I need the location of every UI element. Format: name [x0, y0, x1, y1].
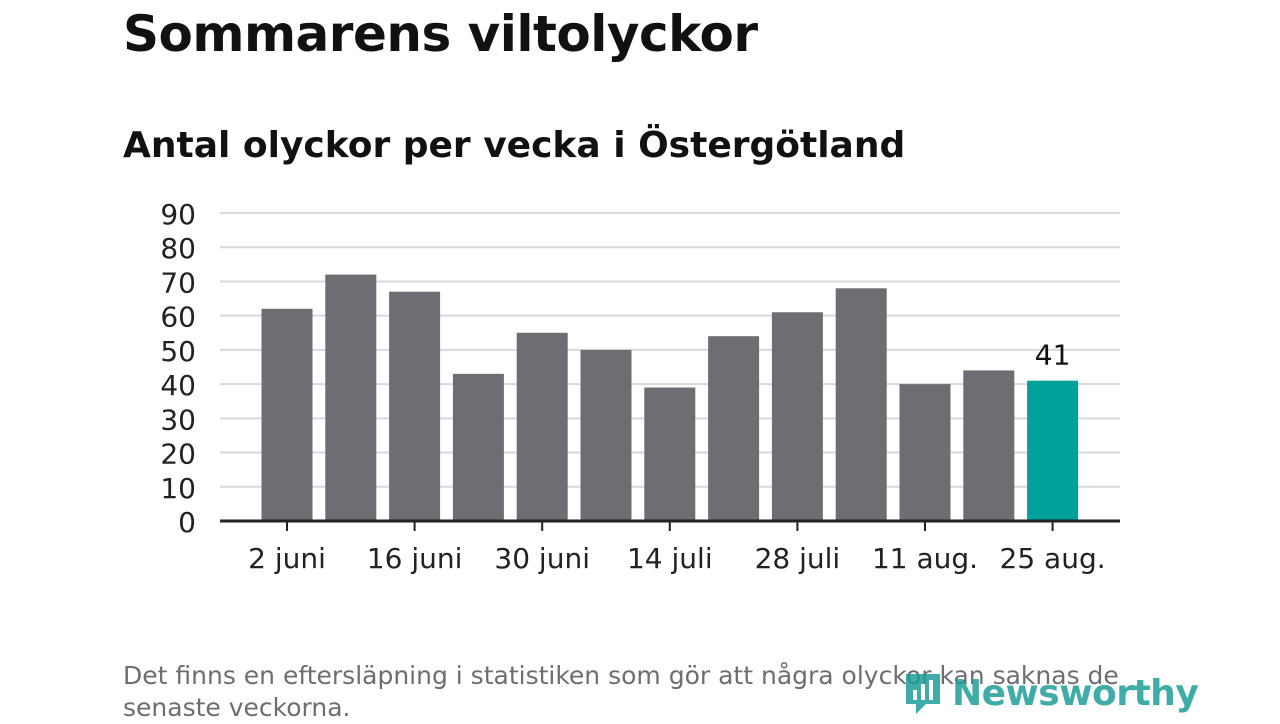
bar: [389, 291, 441, 521]
footnote: Det finns en eftersläpning i statistiken…: [123, 661, 1119, 722]
bar: [899, 384, 951, 521]
bar: [580, 349, 632, 521]
brand-logo: Newsworthy: [902, 668, 1199, 718]
bar: [708, 336, 760, 521]
y-tick-label: 50: [160, 335, 196, 368]
x-tick-label: 30 juni: [494, 542, 590, 575]
bar: [835, 288, 887, 521]
bar: [1027, 380, 1079, 521]
y-tick-label: 80: [160, 232, 196, 265]
x-tick-label: 14 juli: [627, 542, 713, 575]
bar: [963, 370, 1015, 521]
bar: [516, 332, 568, 521]
x-tick-label: 11 aug.: [872, 542, 978, 575]
brand-name: Newsworthy: [952, 672, 1199, 714]
bar: [771, 312, 823, 521]
chart-subtitle: Antal olyckor per vecka i Östergötland: [123, 125, 906, 166]
y-tick-label: 90: [160, 198, 196, 231]
chart-title: Sommarens viltolyckor: [123, 5, 758, 63]
bar: [452, 373, 504, 521]
y-tick-label: 30: [160, 403, 196, 436]
y-tick-label: 0: [178, 506, 196, 539]
x-tick-label: 25 aug.: [1000, 542, 1106, 575]
x-tick-label: 16 juni: [367, 542, 463, 575]
y-tick-label: 20: [160, 438, 196, 471]
y-tick-label: 70: [160, 266, 196, 299]
y-tick-label: 60: [160, 301, 196, 334]
y-tick-label: 10: [160, 472, 196, 505]
bar: [325, 274, 377, 521]
data-label: 41: [1035, 339, 1071, 372]
bar: [261, 308, 313, 521]
y-tick-label: 40: [160, 369, 196, 402]
x-tick-label: 2 juni: [248, 542, 326, 575]
newsworthy-logo-icon: [906, 674, 940, 714]
x-tick-label: 28 juli: [755, 542, 841, 575]
bar: [644, 387, 696, 521]
